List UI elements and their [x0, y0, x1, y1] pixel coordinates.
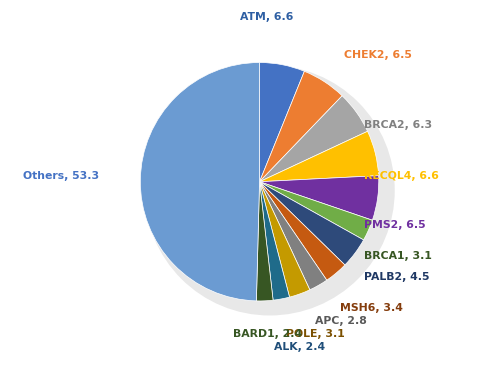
Text: ATM, 6.6: ATM, 6.6 — [240, 12, 294, 22]
Wedge shape — [260, 182, 372, 240]
Text: APC, 2.8: APC, 2.8 — [315, 316, 367, 326]
Wedge shape — [256, 182, 273, 301]
Wedge shape — [260, 62, 304, 182]
Text: CHEK2, 6.5: CHEK2, 6.5 — [344, 50, 412, 60]
Wedge shape — [260, 182, 345, 280]
Text: RECQL4, 6.6: RECQL4, 6.6 — [364, 171, 439, 181]
Wedge shape — [260, 71, 342, 182]
Wedge shape — [260, 182, 327, 290]
Wedge shape — [260, 176, 379, 220]
Wedge shape — [140, 62, 260, 301]
Ellipse shape — [145, 65, 395, 316]
Wedge shape — [260, 131, 379, 182]
Text: POLE, 3.1: POLE, 3.1 — [286, 329, 344, 339]
Text: BRCA1, 3.1: BRCA1, 3.1 — [364, 251, 432, 261]
Wedge shape — [260, 182, 310, 297]
Wedge shape — [260, 182, 290, 300]
Text: Others, 53.3: Others, 53.3 — [24, 171, 99, 181]
Text: ALK, 2.4: ALK, 2.4 — [274, 342, 325, 352]
Text: MSH6, 3.4: MSH6, 3.4 — [340, 303, 402, 313]
Text: BRCA2, 6.3: BRCA2, 6.3 — [364, 119, 432, 130]
Text: PALB2, 4.5: PALB2, 4.5 — [364, 272, 430, 282]
Wedge shape — [260, 96, 368, 182]
Text: BARD1, 2.4: BARD1, 2.4 — [233, 329, 302, 339]
Text: PMS2, 6.5: PMS2, 6.5 — [364, 220, 426, 230]
Wedge shape — [260, 182, 364, 265]
